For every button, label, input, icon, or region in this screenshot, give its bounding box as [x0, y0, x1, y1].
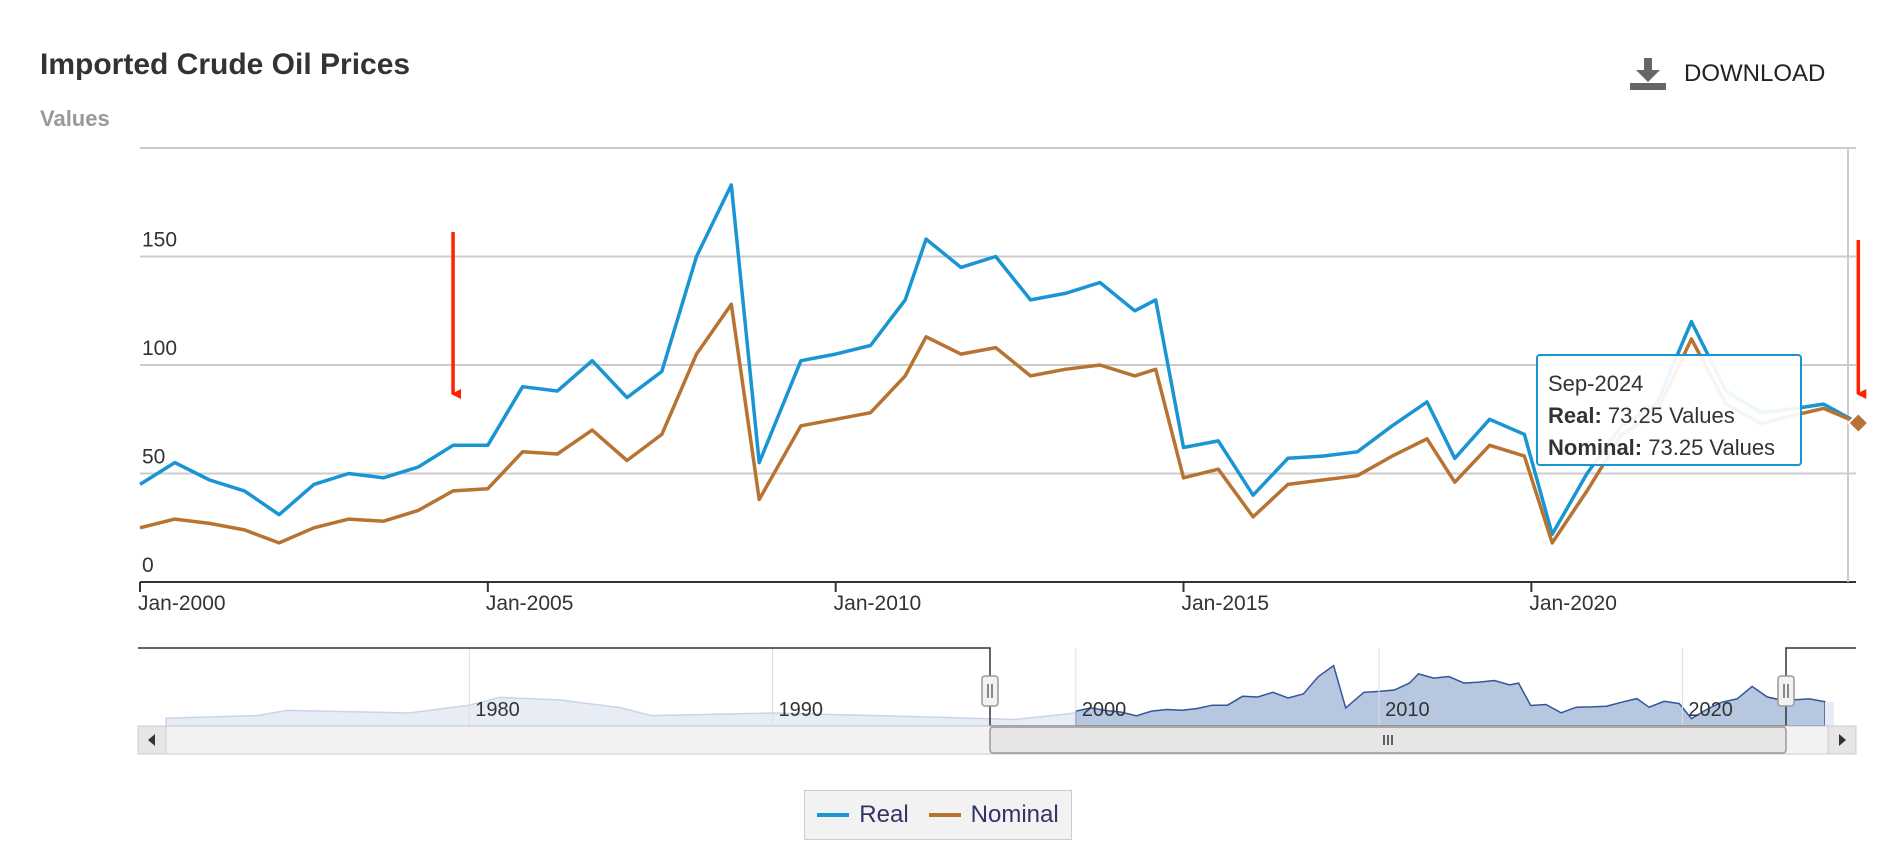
series-line-nominal [139, 302, 1859, 545]
y-tick-label: 0 [142, 554, 154, 577]
scroll-left-icon [148, 734, 155, 746]
tooltip-real: Real: 73.25 Values [1548, 403, 1735, 428]
plot-grid [140, 147, 1856, 583]
navigator-label: 2020 [1688, 699, 1733, 721]
legend-label-nominal: Nominal [970, 801, 1059, 828]
download-icon [1630, 58, 1666, 90]
download-button[interactable]: DOWNLOAD [1630, 54, 1825, 94]
navigator-handle [1777, 675, 1795, 707]
tooltip: Sep-2024 Real: 73.25 Values Nominal: 73.… [1536, 354, 1802, 466]
navigator-handle [981, 675, 999, 707]
legend-swatch-nominal [928, 813, 961, 817]
x-tick-label: Jan-2005 [486, 592, 574, 615]
hover-point-marker [1847, 411, 1870, 435]
legend: Real Nominal [804, 790, 1072, 840]
tooltip-nominal: Nominal: 73.25 Values [1548, 435, 1776, 460]
scroll-right-icon [1839, 734, 1846, 746]
download-label: DOWNLOAD [1684, 60, 1826, 87]
navigator-label: 1990 [779, 699, 824, 721]
chart-title: Imported Crude Oil Prices [40, 48, 411, 81]
x-tick-label: Jan-2015 [1182, 592, 1270, 615]
y-tick-label: 100 [142, 337, 177, 360]
legend-item-nominal[interactable]: Nominal [928, 801, 1059, 829]
y-tick-label: 50 [142, 446, 165, 469]
legend-item-real[interactable]: Real [817, 801, 909, 829]
navigator[interactable]: 1980 1990 2000 2010 2020 [137, 647, 1857, 755]
x-tick-label: Jan-2020 [1529, 592, 1617, 615]
navigator-tail [1824, 702, 1834, 726]
tooltip-date: Sep-2024 [1548, 371, 1644, 396]
navigator-history-area [165, 696, 1077, 727]
series-line-real [139, 183, 1860, 537]
series-layer [139, 183, 1870, 545]
annotations [451, 232, 1867, 399]
x-axis: Jan-2000 Jan-2005 Jan-2010 Jan-2015 Jan-2020 [138, 582, 1617, 615]
x-tick-label: Jan-2000 [138, 592, 226, 615]
legend-label-real: Real [859, 801, 909, 828]
navigator-label: 2010 [1385, 699, 1430, 721]
y-tick-label: 150 [142, 229, 177, 252]
chart-subtitle: Values [40, 106, 110, 131]
navigator-label: 2000 [1082, 699, 1127, 721]
navigator-label: 1980 [475, 699, 519, 721]
x-tick-label: Jan-2010 [834, 592, 922, 615]
navigator-selected-area [1075, 664, 1826, 727]
y-axis: 0 50 100 150 [142, 229, 177, 578]
legend-swatch-real [817, 813, 850, 817]
